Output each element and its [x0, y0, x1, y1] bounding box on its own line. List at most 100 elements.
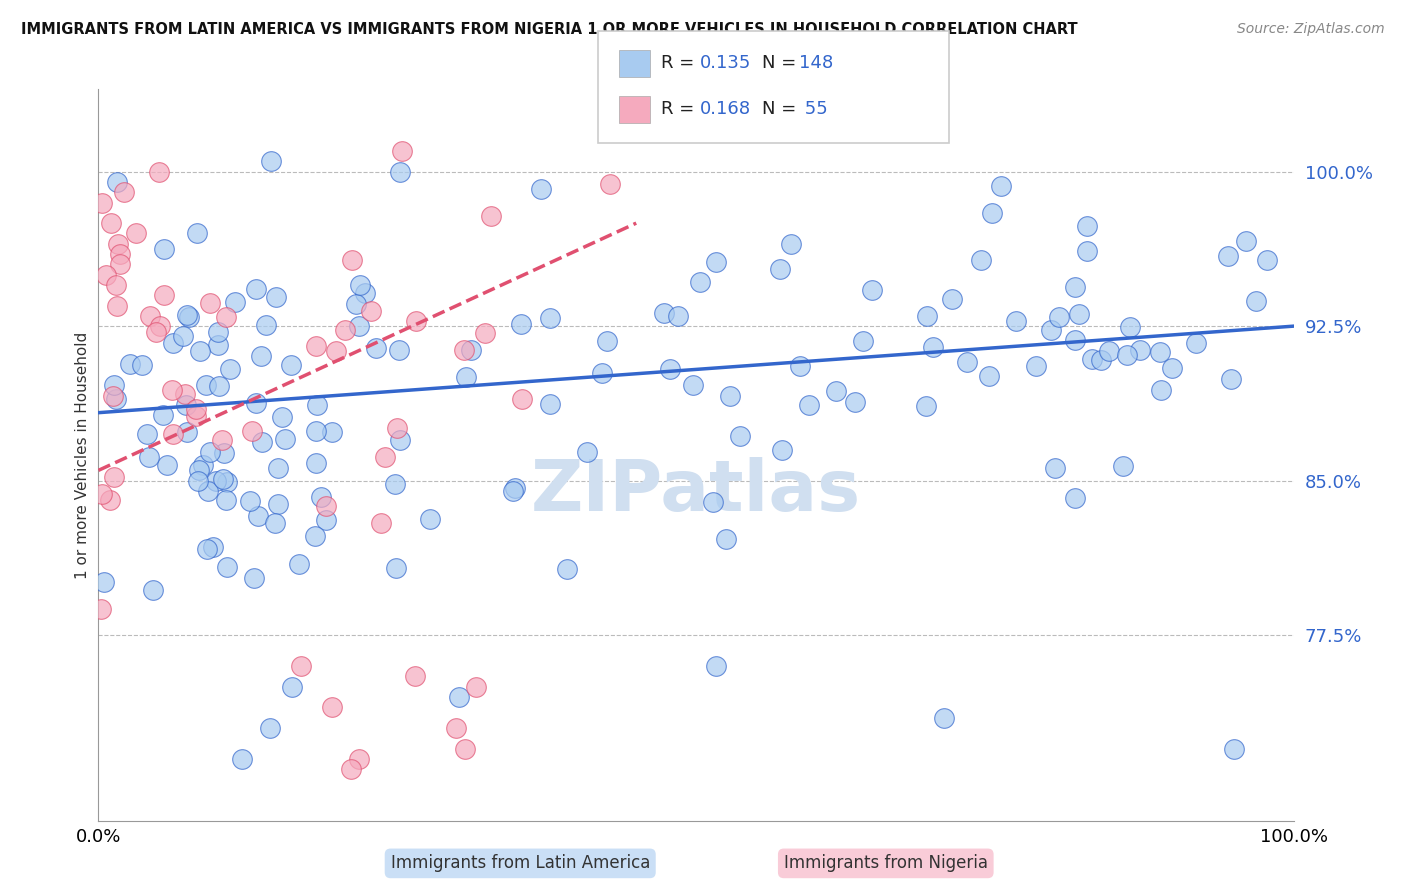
Point	[1234, 234, 1257, 248]
Point	[1256, 252, 1278, 267]
Point	[176, 425, 198, 440]
Point	[658, 362, 681, 376]
Point	[718, 389, 741, 403]
Point	[188, 344, 211, 359]
Point	[852, 334, 875, 348]
Point	[391, 144, 413, 158]
Point	[769, 262, 792, 277]
Point	[1064, 280, 1087, 294]
Point	[1005, 314, 1028, 328]
Point	[214, 492, 236, 507]
Point	[93, 575, 115, 590]
Point	[280, 358, 302, 372]
Point	[103, 378, 125, 392]
Point	[388, 343, 411, 358]
Point	[304, 529, 326, 543]
Point	[195, 542, 218, 557]
Point	[136, 427, 159, 442]
Point	[186, 409, 208, 423]
Point	[100, 216, 122, 230]
Point	[197, 483, 219, 498]
Point	[405, 314, 427, 328]
Point	[474, 326, 496, 341]
Point	[591, 366, 613, 380]
Point	[689, 275, 711, 289]
Point	[90, 602, 112, 616]
Point	[156, 458, 179, 472]
Point	[321, 425, 343, 439]
Point	[384, 476, 406, 491]
Point	[211, 434, 233, 448]
Point	[510, 392, 533, 406]
Point	[204, 474, 226, 488]
Text: R =: R =	[661, 54, 700, 72]
Point	[266, 461, 288, 475]
Point	[160, 383, 183, 397]
Point	[730, 428, 752, 442]
Point	[172, 329, 194, 343]
Point	[789, 359, 811, 374]
Point	[287, 558, 309, 572]
Point	[200, 445, 222, 459]
Point	[624, 125, 647, 139]
Point	[100, 492, 122, 507]
Text: 55: 55	[799, 101, 827, 119]
Point	[479, 209, 502, 223]
Point	[979, 368, 1001, 383]
Point	[162, 426, 184, 441]
Point	[340, 762, 363, 776]
Point	[91, 195, 114, 210]
Point	[770, 443, 793, 458]
Point	[980, 206, 1002, 220]
Point	[307, 398, 329, 412]
Point	[1119, 320, 1142, 334]
Point	[240, 425, 263, 439]
Point	[454, 370, 477, 384]
Point	[538, 397, 561, 411]
Point	[153, 242, 176, 256]
Point	[174, 387, 197, 401]
Text: 148: 148	[799, 54, 832, 72]
Point	[505, 481, 527, 495]
Point	[799, 398, 821, 412]
Point	[309, 490, 332, 504]
Point	[110, 257, 132, 271]
Point	[825, 384, 848, 399]
Text: Source: ZipAtlas.com: Source: ZipAtlas.com	[1237, 22, 1385, 37]
Point	[305, 424, 328, 438]
Point	[264, 290, 287, 304]
Point	[388, 164, 411, 178]
Point	[1076, 219, 1098, 233]
Point	[215, 560, 238, 574]
Point	[101, 388, 124, 402]
Point	[193, 458, 215, 473]
Point	[652, 306, 675, 320]
Point	[1244, 293, 1267, 308]
Point	[305, 456, 328, 470]
Point	[1067, 307, 1090, 321]
Point	[245, 283, 267, 297]
Point	[174, 398, 197, 412]
Point	[259, 721, 281, 735]
Y-axis label: 1 or more Vehicles in Household: 1 or more Vehicles in Household	[75, 331, 90, 579]
Point	[245, 396, 267, 410]
Point	[281, 680, 304, 694]
Point	[1025, 359, 1047, 373]
Point	[373, 450, 395, 464]
Point	[207, 325, 229, 339]
Text: ZIPatlas: ZIPatlas	[531, 457, 860, 526]
Point	[218, 361, 240, 376]
Point	[1129, 343, 1152, 357]
Point	[139, 309, 162, 323]
Point	[90, 486, 112, 500]
Point	[290, 659, 312, 673]
Point	[932, 711, 955, 725]
Point	[779, 237, 801, 252]
Point	[922, 340, 945, 354]
Point	[1043, 461, 1066, 475]
Point	[186, 226, 208, 240]
Point	[149, 319, 172, 334]
Point	[530, 182, 553, 196]
Point	[1219, 372, 1241, 386]
Point	[349, 278, 371, 293]
